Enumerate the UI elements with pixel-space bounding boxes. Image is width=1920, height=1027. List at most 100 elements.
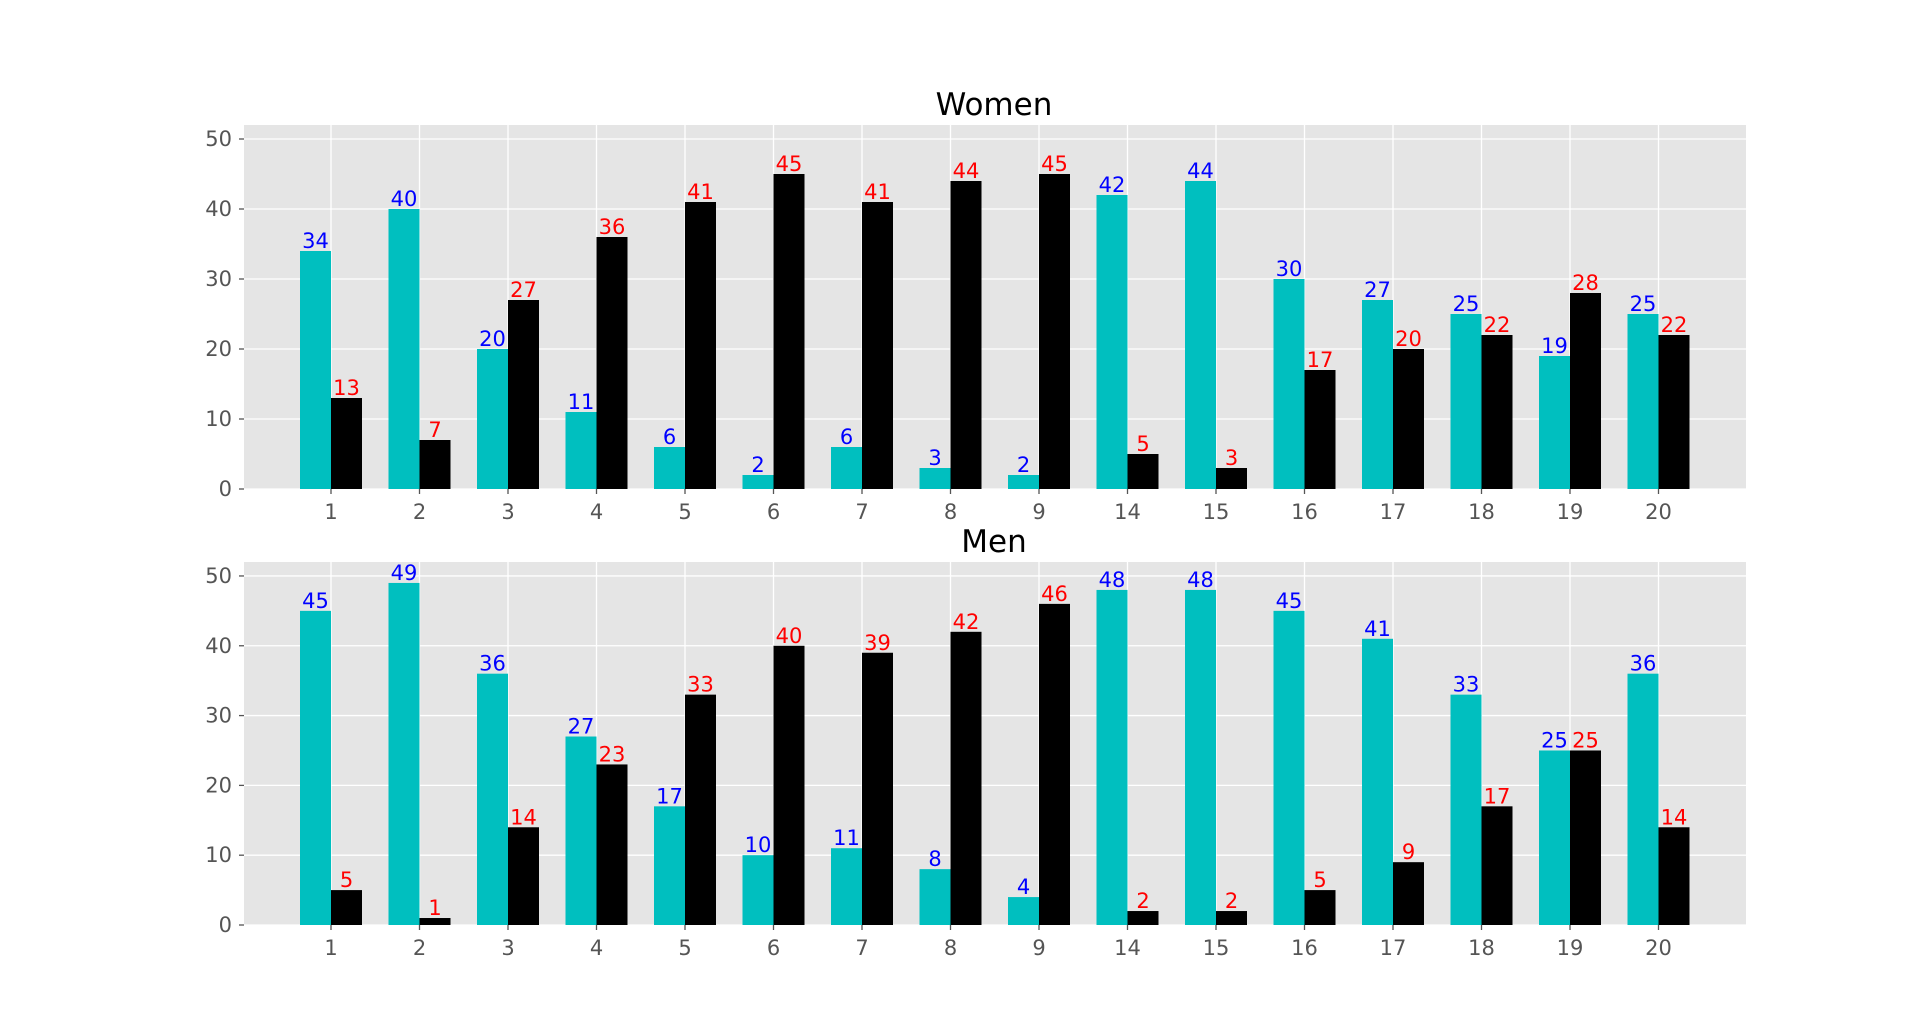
bar-black [685,202,716,489]
data-label: 36 [479,652,506,676]
x-tick-label: 7 [855,500,868,524]
bar-black [950,631,982,925]
bar-black [1481,335,1513,489]
y-tick-label: 10 [205,407,232,431]
data-label: 7 [428,418,441,442]
data-label: 45 [776,152,803,176]
y-tick-label: 50 [205,564,232,588]
data-label: 17 [656,784,683,808]
x-tick-label: 5 [678,936,691,960]
bar-cyan [919,468,951,489]
bar-black [419,918,451,925]
bar-black [1127,911,1159,925]
x-tick-label: 14 [1114,500,1141,524]
data-label: 48 [1099,568,1126,592]
x-tick-label: 8 [944,500,957,524]
bar-cyan [300,251,331,489]
data-label: 3 [928,446,941,470]
bar-black [1570,750,1601,925]
bar-black [1393,349,1424,489]
y-tick-label: 40 [205,634,232,658]
bar-black [1304,370,1336,489]
plot-area [244,125,1746,489]
bar-black [773,645,805,925]
bar-cyan [1450,694,1482,925]
data-label: 17 [1307,348,1334,372]
bar-cyan [477,673,508,925]
data-label: 4 [1017,875,1030,899]
bar-cyan [1008,475,1039,489]
bar-cyan [742,855,774,925]
x-tick-label: 15 [1203,936,1230,960]
data-label: 40 [776,624,803,648]
bar-black [950,181,982,489]
data-label: 45 [1041,152,1068,176]
data-label: 41 [864,180,891,204]
data-label: 6 [663,425,676,449]
data-label: 48 [1187,568,1214,592]
data-label: 13 [333,376,360,400]
bar-black [596,237,628,489]
bar-cyan [831,447,862,489]
data-label: 5 [1313,868,1326,892]
data-label: 9 [1402,840,1415,864]
y-tick-label: 0 [219,477,232,501]
bar-black [1039,603,1070,925]
bar-cyan [1096,195,1128,489]
bar-cyan [831,848,862,925]
x-tick-label: 18 [1468,500,1495,524]
data-label: 6 [840,425,853,449]
x-tick-label: 4 [590,936,603,960]
data-label: 40 [391,187,418,211]
data-label: 14 [1661,805,1688,829]
bar-black [508,827,539,925]
bar-cyan [1362,300,1393,489]
bar-black [1216,468,1247,489]
data-label: 33 [687,673,714,697]
bar-black [1127,454,1159,489]
bar-cyan [654,447,685,489]
data-label: 44 [953,159,980,183]
bar-cyan [1450,314,1482,489]
data-label: 45 [302,589,329,613]
data-label: 33 [1453,673,1480,697]
bar-cyan [300,610,331,925]
data-label: 34 [302,229,329,253]
x-tick-label: 16 [1291,936,1318,960]
data-label: 42 [1099,173,1126,197]
bar-black [1039,174,1070,489]
bar-cyan [388,209,420,489]
data-label: 27 [568,715,595,739]
x-tick-label: 1 [324,936,337,960]
data-label: 2 [1225,889,1238,913]
bar-cyan [1185,589,1216,925]
x-tick-label: 3 [501,500,514,524]
y-tick-label: 20 [205,337,232,361]
y-tick-label: 40 [205,197,232,221]
data-label: 5 [340,868,353,892]
bar-black [1393,862,1424,925]
x-tick-label: 5 [678,500,691,524]
x-tick-label: 2 [413,936,426,960]
y-tick-label: 0 [219,913,232,937]
data-label: 8 [928,847,941,871]
x-tick-label: 18 [1468,936,1495,960]
plot-area [244,562,1746,925]
data-label: 41 [1364,617,1391,641]
data-label: 25 [1453,292,1480,316]
chart-title: Men [961,524,1026,560]
x-tick-label: 17 [1380,500,1407,524]
bar-cyan [388,582,420,925]
data-label: 25 [1572,728,1599,752]
bar-cyan [1273,279,1305,489]
bar-black [1570,293,1601,489]
data-label: 3 [1225,446,1238,470]
bar-black [1658,335,1690,489]
bar-cyan [565,412,597,489]
bar-black [1304,890,1336,925]
bar-cyan [1539,356,1570,489]
y-tick-label: 20 [205,773,232,797]
data-label: 36 [599,215,626,239]
data-label: 22 [1661,313,1688,337]
bar-cyan [565,736,597,925]
